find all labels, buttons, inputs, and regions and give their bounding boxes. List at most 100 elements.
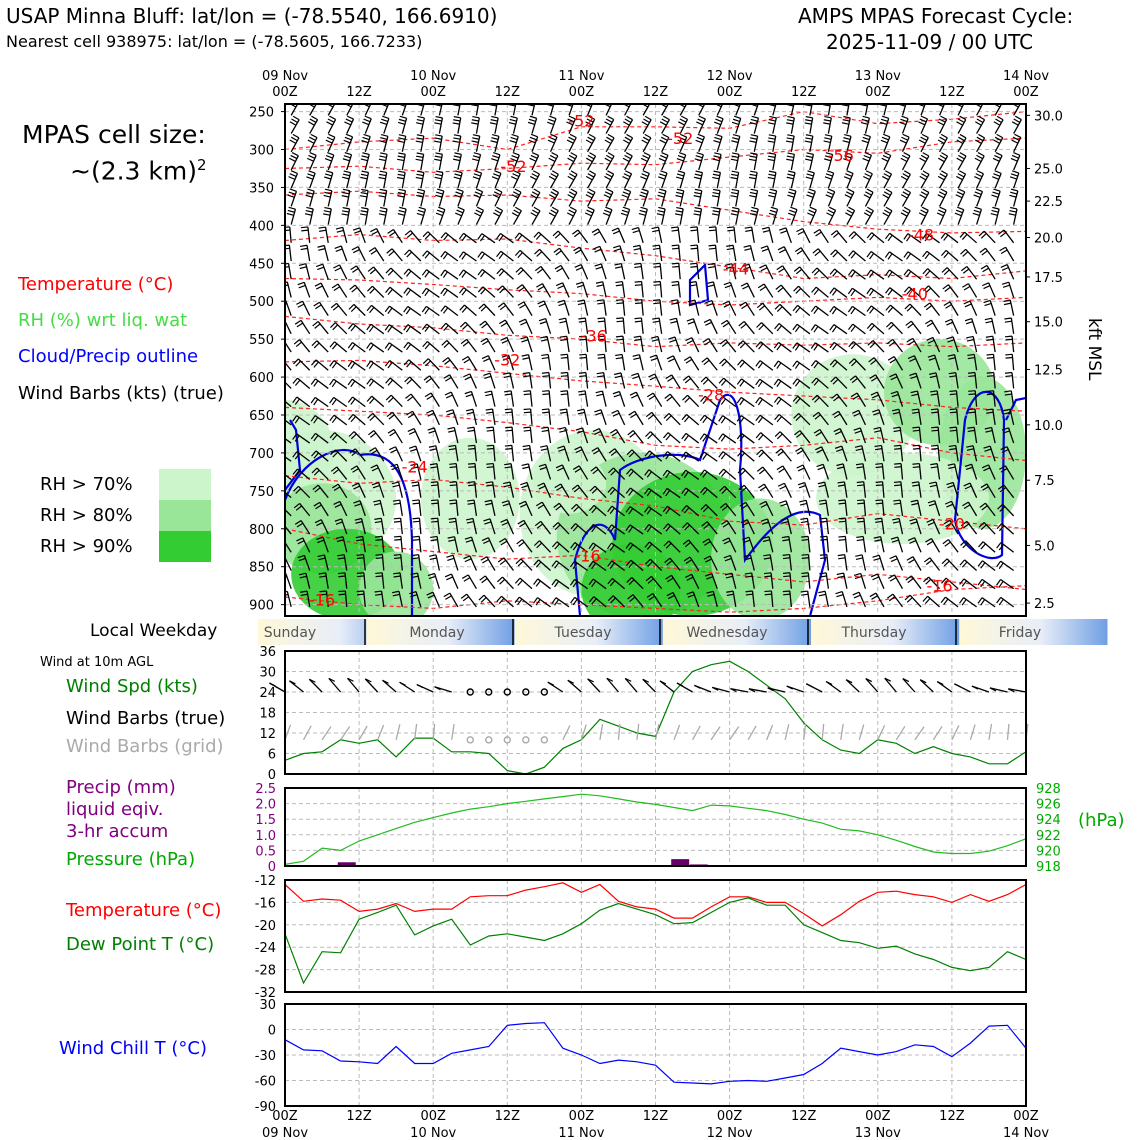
kft-tick-label: 10.0 — [1034, 419, 1063, 434]
wind-barb-flag — [578, 335, 587, 338]
wind-barb-flag — [667, 577, 674, 583]
wind-barb — [540, 335, 552, 353]
wind-barb-flag — [529, 98, 536, 100]
wind-barb-staff — [484, 320, 496, 335]
wind-barb — [819, 572, 830, 589]
wind-barb-staff — [928, 576, 941, 590]
wind-barb-flag — [912, 447, 920, 450]
wind-barb-flag — [498, 252, 504, 260]
wind-barb — [497, 302, 514, 317]
wind-barb-flag — [277, 507, 282, 512]
wind-barb-flag — [857, 499, 865, 502]
wind-barb — [337, 572, 348, 589]
wind-barb-flag — [499, 304, 507, 311]
wind-barb-flag — [961, 233, 968, 240]
wind-barb-staff — [325, 590, 329, 607]
wind-barb — [726, 590, 737, 608]
wind-barb-flag — [577, 408, 585, 412]
wind-barb-staff — [325, 572, 329, 589]
wind-barb — [984, 426, 996, 444]
wind-barb-flag — [623, 121, 630, 126]
wind-barb-flag — [751, 115, 759, 119]
wind-barb-staff — [642, 137, 652, 153]
wind-barb-staff — [994, 119, 1004, 134]
wind-barb — [942, 284, 959, 298]
wind-barb-flag — [890, 376, 898, 381]
wind-barb — [756, 449, 774, 462]
wind-barb-flag — [826, 191, 834, 196]
wind-barb-flag — [416, 134, 424, 137]
wind-barb-flag — [727, 229, 735, 232]
wind-barb-staff — [399, 499, 403, 516]
wind-barb-flag — [786, 155, 794, 159]
wind-barb-flag — [318, 248, 326, 251]
wind-barb-flag — [550, 209, 558, 214]
wind-barb — [663, 540, 681, 553]
wind-barb-flag — [627, 594, 634, 600]
cloud-outline — [1005, 396, 1026, 421]
wind-barb — [639, 188, 649, 207]
wind-barb-flag — [607, 578, 613, 585]
wind-barb-flag — [799, 499, 807, 503]
wind-barb-flag — [428, 575, 436, 580]
wind-barb-flag — [814, 446, 822, 451]
wind-barb-flag — [461, 253, 467, 260]
wind-barb-flag — [708, 265, 716, 269]
wind-barb-flag — [776, 344, 782, 351]
wind-barb-flag — [938, 118, 946, 123]
wind-barb-flag — [743, 539, 751, 544]
wind-barb — [1008, 206, 1018, 225]
wind-barb-flag — [941, 170, 948, 175]
wind-barb-flag — [658, 157, 666, 162]
wind-barb-flag — [881, 136, 889, 141]
wind-barb-staff — [486, 556, 496, 571]
wind-barb-staff — [768, 227, 774, 243]
wind-barb-flag — [285, 247, 290, 250]
wind-barb-flag — [974, 206, 982, 210]
wind-barb — [658, 151, 669, 171]
wind-barb-flag — [323, 213, 331, 216]
wind-barb-flag — [381, 118, 389, 123]
wind-barb-staff — [629, 542, 644, 553]
wind-barb-flag — [528, 118, 536, 122]
wind-barb-staff — [354, 284, 366, 298]
wind-barb — [385, 267, 403, 280]
wind-barb-flag — [325, 173, 333, 177]
wind-barb — [960, 265, 978, 280]
wind-barb-staff — [509, 481, 515, 498]
wind-barb-staff — [323, 245, 329, 262]
wind-barb-flag — [992, 191, 1000, 195]
wind-barb-flag — [962, 523, 970, 529]
wind-barb — [906, 556, 922, 571]
wind-barb-staff — [692, 591, 700, 608]
wind-barb-flag — [874, 444, 882, 448]
wind-barb-flag — [964, 463, 972, 467]
wind-barb-flag — [976, 170, 984, 175]
wind-barb — [748, 170, 758, 189]
wind-barb-staff — [322, 536, 329, 553]
wind-barb-flag — [550, 173, 558, 178]
wind-barb-flag — [795, 447, 802, 452]
wind-barb-staff — [370, 360, 385, 371]
wind-barb-flag — [318, 572, 326, 575]
wind-barb-staff — [836, 393, 848, 408]
wind-barb — [473, 188, 484, 207]
wind-barb-flag — [585, 121, 593, 126]
wind-barb-staff — [376, 464, 385, 480]
wind-barb-flag — [623, 188, 631, 193]
wind-barb-staff — [574, 578, 588, 590]
wind-barb-flag — [823, 122, 831, 125]
wind-barb — [285, 281, 292, 298]
wind-barb-flag — [1012, 136, 1020, 141]
wind-barb-flag — [833, 428, 841, 433]
wind-barb-staff — [624, 155, 633, 171]
wind-barb-flag — [723, 554, 731, 559]
wind-barb-flag — [575, 266, 583, 271]
wind-barb-flag — [560, 390, 568, 393]
wind-barb-flag — [482, 340, 489, 346]
wind-barb-staff — [753, 136, 759, 152]
wind-barb — [560, 353, 570, 371]
wind-barb-staff — [889, 269, 903, 280]
wind-barb-staff — [445, 232, 459, 244]
wind-barb-flag — [832, 378, 839, 385]
